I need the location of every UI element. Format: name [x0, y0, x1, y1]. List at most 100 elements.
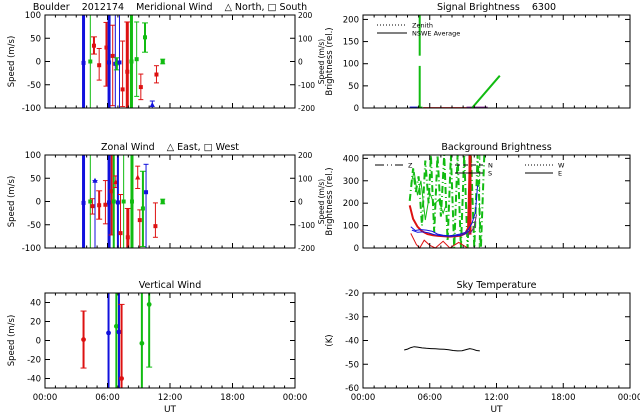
right-tick-label: 100: [298, 34, 313, 43]
x-tick-label: 00:00: [351, 393, 376, 403]
x-tick-label: 00:00: [618, 393, 640, 403]
y-tick-label: -50: [345, 360, 359, 370]
plot-signal-brightness: 0 50 100 150 200 Signal Brightness 6300 Bright…: [325, 2, 631, 114]
y-tick-label: 50: [30, 174, 41, 184]
marker-square: [81, 200, 86, 205]
legend-label: Z: [408, 162, 413, 170]
y-tick-label: -100: [22, 244, 41, 254]
series-line: [410, 185, 479, 237]
marker-square: [117, 60, 122, 65]
y-tick-label: -40: [27, 375, 41, 385]
right-tick-label: 200: [298, 11, 313, 20]
y-tick-label: 100: [343, 222, 359, 232]
y-axis-title: Brightness (rel.): [325, 27, 335, 95]
marker-square: [144, 190, 149, 195]
plot-title: Boulder 2012174 Meridional Wind △ North,…: [33, 2, 307, 13]
x-tick-label: 00:00: [283, 393, 308, 403]
legend-label: NSWE Average: [412, 30, 460, 38]
y-axis-title: Brightness (rel.): [325, 167, 335, 235]
y-tick-label: 20: [30, 318, 41, 328]
y-tick-label: 150: [343, 38, 359, 48]
series-line: [467, 214, 477, 237]
legend-label: S: [488, 170, 492, 178]
x-axis-title: UT: [490, 405, 503, 415]
x-tick-label: 18:00: [220, 393, 245, 403]
plot-vertical-wind: 00:00 06:00 12:00 18:00 00:00 UT -40 -20 0 20 40 Ve…: [7, 280, 307, 415]
marker-square: [110, 53, 115, 58]
plot-title: Background Brightness: [441, 142, 551, 153]
marker-square: [134, 57, 139, 62]
marker-circle: [146, 302, 152, 307]
marker-square: [125, 235, 130, 240]
y-axis-title: Speed (m/s): [7, 315, 17, 367]
marker-square: [111, 199, 116, 204]
marker-square: [153, 224, 158, 229]
plot-box: [362, 154, 631, 249]
series-line: [404, 346, 480, 352]
marker-square: [88, 199, 93, 204]
y-tick-label: 300: [343, 177, 359, 187]
y-axis-title: Speed (m/s): [7, 176, 17, 228]
series-line: [471, 75, 501, 109]
y-tick-label: -20: [345, 289, 359, 299]
marker-square: [115, 200, 120, 205]
marker-square: [120, 87, 125, 92]
marker-circle: [139, 340, 145, 346]
y-tick-label: 100: [343, 60, 359, 70]
legend-label: Zenith: [412, 22, 433, 30]
marker-square: [97, 63, 102, 68]
marker-circle: [116, 329, 122, 335]
marker-square: [129, 59, 134, 64]
right-tick-label: 0: [298, 58, 303, 67]
x-axis-title: UT: [164, 405, 177, 415]
marker-square: [129, 199, 134, 204]
marker-square: [91, 43, 96, 48]
plot-sky-temperature: 00:00 06:00 12:00 18:00 00:00 UT -60 -50 -40 -30 -…: [325, 280, 640, 415]
marker-square: [107, 60, 112, 65]
right-tick-label: 100: [298, 174, 313, 183]
series-line: [410, 171, 447, 221]
marker-circle: [113, 323, 119, 329]
legend-label: E: [558, 170, 562, 178]
marker-square: [118, 231, 123, 236]
marker-circle: [106, 330, 111, 336]
y-tick-label: -60: [345, 384, 359, 394]
y-tick-label: -50: [27, 81, 41, 91]
legend-label: W: [558, 162, 565, 170]
marker-circle: [119, 376, 124, 381]
marker-square: [143, 35, 147, 40]
marker-square: [81, 60, 86, 65]
marker-square: [97, 203, 102, 208]
y-tick-label: -20: [27, 356, 41, 366]
y-tick-label: -40: [345, 337, 359, 347]
marker-square: [160, 199, 165, 204]
y-tick-label: -50: [27, 221, 41, 231]
marker-square: [160, 59, 165, 64]
marker-square: [103, 202, 108, 207]
right-tick-label: -100: [298, 221, 315, 230]
y-tick-label: 0: [36, 337, 41, 347]
y-tick-label: 100: [25, 11, 41, 21]
marker-square: [154, 72, 159, 77]
plot-zonal-wind: -100 -50 0 50 100 -200 -100 0 100 200 Zonal Wind △…: [7, 142, 326, 254]
marker-square: [121, 199, 126, 204]
marker-triangle: [149, 101, 155, 107]
x-tick-label: 06:00: [95, 393, 120, 403]
marker-square: [114, 61, 119, 66]
plot-box: [362, 14, 631, 109]
marker-triangle: [92, 177, 98, 183]
y-tick-label: 50: [30, 34, 41, 44]
plot-title: Zonal Wind △ East, □ West: [101, 142, 239, 153]
plot-background-brightness: 0 100 200 300 400 Background Brightness Bright…: [325, 142, 631, 254]
right-tick-label: -100: [298, 81, 315, 90]
right-tick-label: -200: [298, 244, 315, 253]
x-tick-label: 18:00: [551, 393, 576, 403]
y-tick-label: 200: [343, 199, 359, 209]
x-tick-label: 00:00: [33, 393, 58, 403]
y-tick-label: 0: [36, 198, 41, 208]
x-tick-label: 12:00: [484, 393, 509, 403]
y-tick-label: -30: [345, 313, 359, 323]
